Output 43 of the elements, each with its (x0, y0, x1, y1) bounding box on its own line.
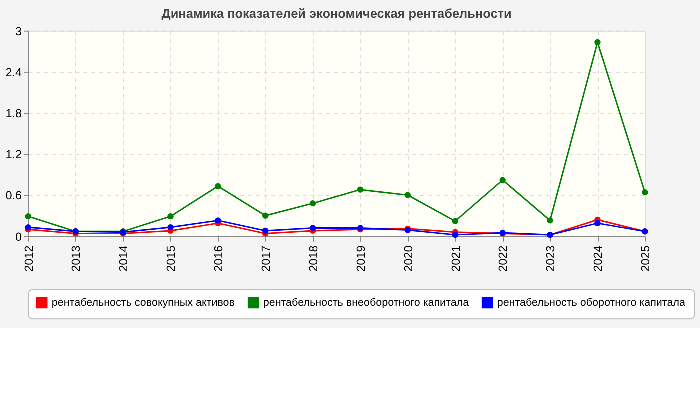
x-tick-label: 2018 (307, 245, 320, 272)
y-tick-label: 1.2 (6, 148, 22, 162)
point (262, 212, 269, 219)
point (25, 213, 32, 220)
point (452, 232, 458, 238)
x-tick-label: 2020 (402, 245, 416, 272)
point (168, 213, 174, 220)
point (642, 190, 648, 196)
point (357, 186, 364, 193)
legend-label: рентабельность внеоборотного капитала (263, 296, 470, 309)
point (594, 220, 601, 227)
point (310, 200, 316, 207)
point (547, 218, 554, 224)
chart-title: Динамика показателей экономическая рентабельности (162, 6, 512, 22)
point (452, 218, 458, 224)
legend-label: рентабельность совокупных активов (52, 296, 236, 309)
point (404, 192, 412, 198)
x-tick-label: 2025 (640, 245, 653, 272)
x-tick-label: 2016 (212, 245, 226, 272)
point (262, 228, 269, 234)
y-tick-label: 1.8 (6, 107, 22, 120)
x-tick-label: 2012 (22, 246, 36, 272)
point (215, 183, 222, 190)
point (215, 218, 222, 224)
y-tick-label: 3 (15, 25, 22, 38)
x-tick-label: 2023 (544, 245, 558, 272)
x-tick-label: 2015 (165, 245, 178, 272)
y-tick-label: 0.6 (6, 190, 22, 203)
x-tick-label: 2021 (450, 246, 463, 272)
x-tick-label: 2019 (354, 246, 368, 272)
x-tick-label: 2013 (70, 245, 84, 272)
y-tick-label: 0 (15, 230, 22, 244)
point (500, 177, 506, 184)
point (168, 224, 174, 231)
point (25, 224, 32, 231)
y-tick-label: 2.4 (6, 66, 22, 80)
point (594, 39, 601, 46)
x-tick-label: 2024 (592, 245, 606, 272)
x-tick-label: 2014 (118, 245, 131, 272)
legend-label: рентабельность оборотного капитала (497, 296, 686, 309)
point (310, 225, 316, 232)
x-tick-label: 2022 (497, 246, 510, 272)
x-tick-label: 2017 (260, 246, 274, 272)
